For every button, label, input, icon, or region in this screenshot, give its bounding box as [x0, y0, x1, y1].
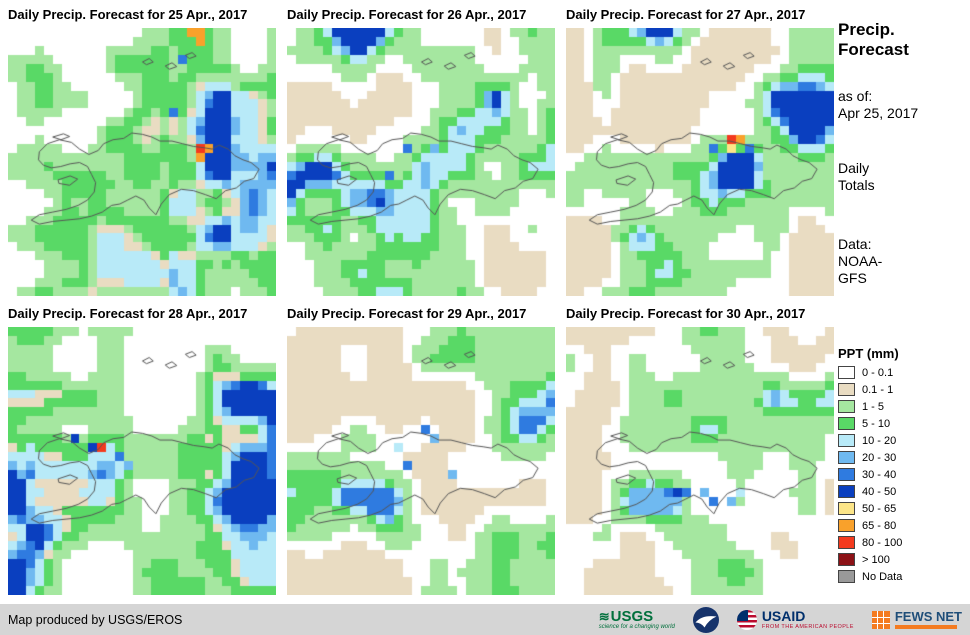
color-swatch: [838, 383, 855, 396]
data-label: Data:: [838, 236, 872, 252]
usaid-logo: USAID FROM THE AMERICAN PEOPLE: [736, 607, 854, 631]
color-swatch: [838, 417, 855, 430]
legend-label: 0 - 0.1: [862, 366, 894, 379]
totals-line2: Totals: [838, 177, 875, 193]
legend-entry: 1 - 5: [838, 398, 902, 415]
totals-line1: Daily: [838, 160, 870, 176]
legend-entry: 65 - 80: [838, 517, 902, 534]
color-swatch: [838, 400, 855, 413]
footer-bar: Map produced by USGS/EROS ≋USGS science …: [0, 604, 970, 635]
color-swatch: [838, 485, 855, 498]
map-canvas: [566, 327, 834, 595]
fewsnet-logo: FEWS NET: [871, 609, 962, 629]
legend-entry: 40 - 50: [838, 483, 902, 500]
sidebar: Precip. Forecast as of: Apr 25, 2017 Dai…: [838, 0, 968, 635]
map-panel-29apr: Daily Precip. Forecast for 29 Apr., 2017: [287, 305, 555, 595]
usgs-wave-icon: ≋: [598, 609, 610, 624]
legend-entry: 50 - 65: [838, 500, 902, 517]
map-canvas: [8, 28, 276, 296]
color-swatch: [838, 536, 855, 549]
map-panel-25apr: Daily Precip. Forecast for 25 Apr., 2017: [8, 6, 276, 296]
panel-title: Daily Precip. Forecast for 25 Apr., 2017: [8, 7, 248, 22]
legend-entry: 0 - 0.1: [838, 364, 902, 381]
color-swatch: [838, 366, 855, 379]
usgs-logo: ≋USGS science for a changing world: [599, 609, 675, 630]
panel-title: Daily Precip. Forecast for 30 Apr., 2017: [566, 306, 806, 321]
map-canvas: [287, 28, 555, 296]
data-source-line1: NOAA-: [838, 253, 883, 269]
legend-entry: 20 - 30: [838, 449, 902, 466]
data-source-block: Data: NOAA- GFS: [838, 236, 882, 287]
as-of-date: Apr 25, 2017: [838, 105, 919, 121]
sidebar-title: Precip. Forecast: [838, 20, 909, 60]
legend-label: 65 - 80: [862, 519, 897, 532]
legend-label: 30 - 40: [862, 468, 897, 481]
legend-entry: > 100: [838, 551, 902, 568]
color-swatch: [838, 519, 855, 532]
map-panel-28apr: Daily Precip. Forecast for 28 Apr., 2017: [8, 305, 276, 595]
as-of-label: as of:: [838, 88, 873, 104]
color-swatch: [838, 468, 855, 481]
sidebar-title-line1: Precip.: [838, 20, 895, 39]
map-panel-27apr: Daily Precip. Forecast for 27 Apr., 2017: [566, 6, 834, 296]
legend-entry: 80 - 100: [838, 534, 902, 551]
legend-entry: 10 - 20: [838, 432, 902, 449]
fewsnet-icon: [871, 610, 890, 629]
panel-title: Daily Precip. Forecast for 29 Apr., 2017: [287, 306, 527, 321]
legend-label: 10 - 20: [862, 434, 897, 447]
usgs-logo-text: USGS: [610, 608, 654, 625]
map-canvas: [287, 327, 555, 595]
usaid-logo-text: USAID: [761, 607, 806, 624]
map-panel-26apr: Daily Precip. Forecast for 26 Apr., 2017: [287, 6, 555, 296]
map-canvas: [8, 327, 276, 595]
legend-entry: 0.1 - 1: [838, 381, 902, 398]
legend-entry: No Data: [838, 568, 902, 585]
fewsnet-logo-text: FEWS NET: [894, 609, 962, 624]
color-swatch: [838, 502, 855, 515]
fewsnet-tagline-bar: [894, 625, 957, 629]
legend-label: 40 - 50: [862, 485, 897, 498]
logo-strip: ≋USGS science for a changing world USAID…: [599, 606, 962, 633]
legend-label: 50 - 65: [862, 502, 897, 515]
sidebar-title-line2: Forecast: [838, 40, 909, 59]
legend-title: PPT (mm): [838, 346, 899, 361]
legend-label: 1 - 5: [862, 400, 885, 413]
noaa-logo: [692, 606, 719, 633]
usgs-tagline: science for a changing world: [598, 624, 675, 630]
legend-label: 0.1 - 1: [862, 383, 894, 396]
color-swatch: [838, 434, 855, 447]
data-source-line2: GFS: [838, 270, 867, 286]
legend: 0 - 0.1 0.1 - 1 1 - 5 5 - 10 10 - 20 20 …: [838, 364, 902, 585]
usaid-tagline: FROM THE AMERICAN PEOPLE: [761, 623, 854, 630]
daily-totals-block: Daily Totals: [838, 160, 875, 194]
color-swatch: [838, 451, 855, 464]
legend-label: > 100: [862, 553, 890, 566]
color-swatch: [838, 570, 855, 583]
credit-text: Map produced by USGS/EROS: [8, 612, 183, 627]
legend-label: No Data: [862, 570, 903, 583]
usaid-flag-icon: [736, 609, 757, 630]
panel-title: Daily Precip. Forecast for 28 Apr., 2017: [8, 306, 248, 321]
map-canvas: [566, 28, 834, 296]
panel-title: Daily Precip. Forecast for 27 Apr., 2017: [566, 7, 806, 22]
legend-label: 20 - 30: [862, 451, 897, 464]
legend-entry: 5 - 10: [838, 415, 902, 432]
map-panel-30apr: Daily Precip. Forecast for 30 Apr., 2017: [566, 305, 834, 595]
legend-entry: 30 - 40: [838, 466, 902, 483]
legend-label: 80 - 100: [862, 536, 903, 549]
legend-label: 5 - 10: [862, 417, 891, 430]
as-of-block: as of: Apr 25, 2017: [838, 88, 918, 122]
panel-title: Daily Precip. Forecast for 26 Apr., 2017: [287, 7, 527, 22]
color-swatch: [838, 553, 855, 566]
